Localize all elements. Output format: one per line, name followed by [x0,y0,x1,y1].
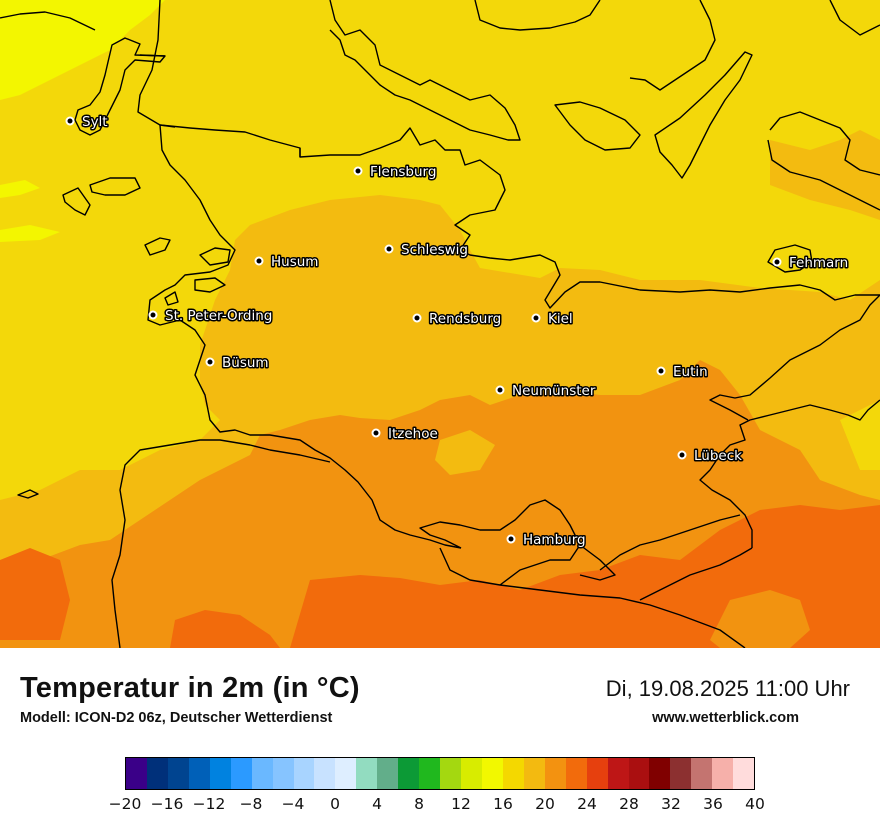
colorbar-tick-label: 36 [703,795,723,813]
city-dot [495,385,505,395]
city-marker: Sylt [65,113,109,132]
colorbar-segment [544,758,566,789]
colorbar-tick-label: 0 [330,795,340,813]
city-dot [371,428,381,438]
colorbar-tick-label: −16 [150,795,184,813]
city-label: Sylt [82,114,108,130]
colorbar-tick-label: 4 [372,795,382,813]
coastlines [0,0,880,648]
colorbar-segment [398,758,420,789]
city-label: Flensburg [370,164,436,180]
city-marker: Büsum [205,354,270,373]
city-dot [148,310,158,320]
colorbar-segment [251,758,273,789]
website-label: www.wetterblick.com [652,710,799,726]
city-dot [205,357,215,367]
colorbar-segment [461,758,482,789]
colorbar-segment [481,758,503,789]
colorbar-segment [607,758,629,789]
city-dot [772,257,782,267]
colorbar-segment [356,758,378,789]
colorbar-tick-label: 12 [451,795,471,813]
colorbar-segment [712,758,734,789]
colorbar-tick-label: −4 [281,795,305,813]
city-label: Eutin [673,364,708,380]
city-marker: Neumünster [495,382,597,401]
city-dot [677,450,687,460]
city-dot [412,313,422,323]
city-label: Lübeck [694,448,742,464]
colorbar-segment [167,758,189,789]
colorbar-segment [272,758,294,789]
colorbar-segment [691,758,713,789]
colorbar-segment [586,758,608,789]
city-dot [384,244,394,254]
city-label: Husum [271,254,318,270]
city-label: Itzehoe [388,426,438,442]
colorbar-tick-label: 8 [414,795,424,813]
colorbar-segment [146,758,168,789]
colorbar-segment [314,758,336,789]
city-marker: Flensburg [353,163,438,182]
city-marker: Itzehoe [371,425,439,444]
city-dot [353,166,363,176]
legend-footer: Temperatur in 2m (in °C) Modell: ICON-D2… [0,648,880,830]
colorbar-segment [440,758,461,789]
city-label: Büsum [222,355,269,371]
colorbar-ticks: −20 −16 −12 −8 −4 0 4 8 12 16 20 24 28 32 36 40 [109,795,765,817]
city-label: Hamburg [523,532,586,548]
city-marker: Hamburg [506,531,587,550]
city-marker: Lübeck [677,447,744,466]
colorbar-segment [670,758,692,789]
colorbar-tick-label: 28 [619,795,639,813]
city-dot [656,366,666,376]
colorbar-tick-label: 32 [661,795,681,813]
city-dot [531,313,541,323]
colorbar-tick-label: 20 [535,795,555,813]
colorbar-segment [230,758,252,789]
model-source: Modell: ICON-D2 06z, Deutscher Wetterdie… [20,710,333,726]
city-dot [506,534,516,544]
colorbar-tick-label: −20 [108,795,142,813]
forecast-datetime: Di, 19.08.2025 11:00 Uhr [605,676,850,701]
colorbar-segment [565,758,587,789]
colorbar-tick-label: −12 [192,795,226,813]
colorbar-tick-label: −8 [239,795,263,813]
colorbar-segment [502,758,524,789]
colorbar-segment [649,758,671,789]
colorbar-segment [293,758,315,789]
city-label: Rendsburg [429,311,501,327]
city-marker: St. Peter-Ording [148,307,274,326]
colorbar-segment [419,758,441,789]
city-marker: Eutin [656,363,709,382]
city-dot [65,116,75,126]
temperature-colorbar [125,757,755,790]
colorbar-segment [377,758,399,789]
city-marker: Rendsburg [412,310,503,329]
city-dot [254,256,264,266]
city-label: Schleswig [401,242,468,258]
city-label: Neumünster [512,383,596,399]
city-marker: Schleswig [384,241,470,260]
colorbar-tick-label: 40 [745,795,765,813]
colorbar-tick-label: 16 [493,795,513,813]
city-label: Fehmarn [789,255,848,271]
city-markers: Sylt Flensburg Husum Schleswig Fehmarn St. Pe… [65,113,850,550]
colorbar-segment [126,758,147,789]
city-label: St. Peter-Ording [165,308,272,324]
temperature-band-14-16 [0,0,165,100]
colorbar-segment [628,758,650,789]
city-marker: Kiel [531,310,574,329]
colorbar-segment [209,758,231,789]
map-title: Temperatur in 2m (in °C) [20,672,360,704]
city-label: Kiel [548,311,573,327]
city-marker: Husum [254,253,320,272]
temperature-map: Sylt Flensburg Husum Schleswig Fehmarn St. Pe… [0,0,880,648]
colorbar-tick-label: 24 [577,795,597,813]
colorbar-segment [523,758,545,789]
colorbar-segment [188,758,210,789]
colorbar-segment [733,758,755,789]
colorbar-segment [335,758,357,789]
city-marker: Fehmarn [772,254,850,273]
